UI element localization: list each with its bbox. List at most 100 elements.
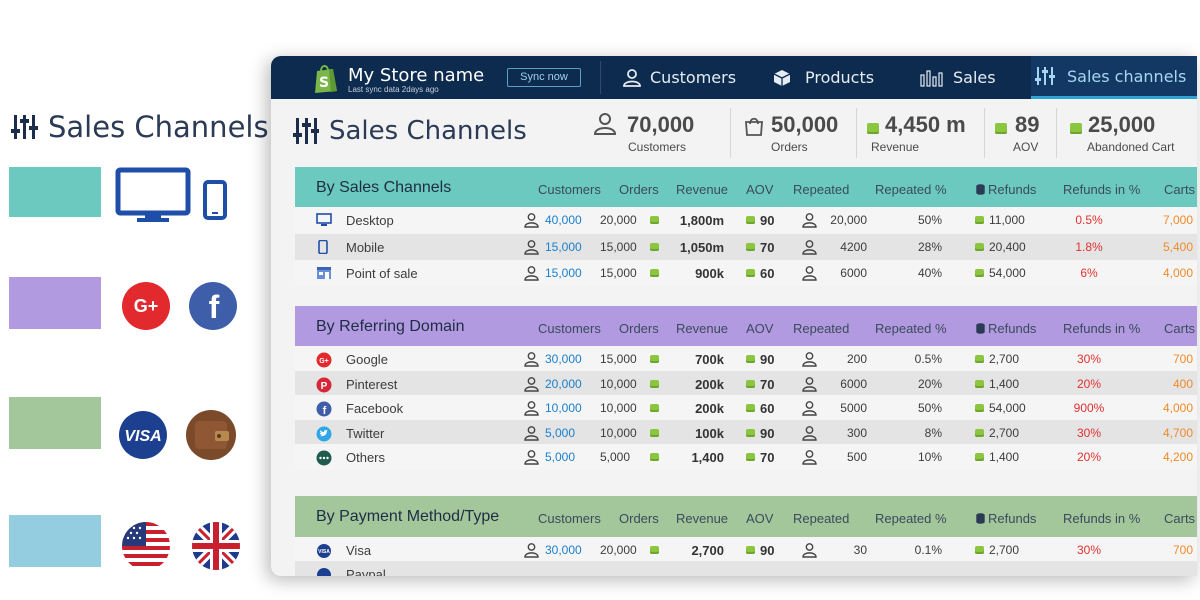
repeated-value: 200 <box>846 352 867 366</box>
customers-value: 10,000 <box>545 401 582 415</box>
column-header[interactable]: Refunds <box>976 182 1036 197</box>
column-header[interactable]: Customers <box>538 511 601 526</box>
cell-repeated: 6000 <box>802 260 867 286</box>
aov-value: 90 <box>760 425 775 441</box>
column-header[interactable]: AOV <box>746 511 773 526</box>
cell-aov: 60 <box>746 260 774 286</box>
column-header[interactable]: Revenue <box>676 511 728 526</box>
table-row[interactable]: f Facebook 10,000 10,000 200k 60 5000 50… <box>295 395 1197 421</box>
row-label: Mobile <box>346 239 385 255</box>
column-header[interactable]: Refunds in % <box>1063 511 1140 526</box>
column-header-label: AOV <box>746 321 774 336</box>
cell-repeated: 4200 <box>802 234 867 260</box>
column-header[interactable]: Customers <box>538 182 601 197</box>
legend-swatch-payment-method <box>9 397 101 449</box>
cell-carts: 700 <box>1172 352 1193 366</box>
column-header[interactable]: Repeated <box>793 321 849 336</box>
legend-swatch-country <box>9 515 101 567</box>
cell-carts <box>1153 561 1193 576</box>
column-header[interactable]: Customers <box>538 321 601 336</box>
coins-icon <box>746 404 755 412</box>
column-header[interactable]: Revenue <box>676 182 728 197</box>
cell-repeated: 200 <box>802 346 867 372</box>
nav-sales[interactable]: Sales <box>920 56 996 99</box>
table-row[interactable]: P Pinterest 20,000 10,000 200k 70 6000 2… <box>295 371 1197 397</box>
column-header[interactable]: Revenue <box>676 321 728 336</box>
column-header[interactable]: Refunds <box>976 511 1036 526</box>
cell-orders: 15,000 <box>600 266 637 280</box>
svg-text:P: P <box>321 381 328 392</box>
column-header-label: Refunds <box>988 511 1037 526</box>
kpi-aov-value: 89 <box>1015 112 1040 137</box>
column-header[interactable]: Repeated % <box>875 511 947 526</box>
column-header[interactable]: AOV <box>746 321 773 336</box>
user-icon <box>802 239 817 255</box>
column-header[interactable]: Refunds <box>976 321 1036 336</box>
store-icon <box>317 267 331 279</box>
nav-products[interactable]: Products <box>773 56 874 99</box>
customers-value: 20,000 <box>545 377 582 391</box>
column-header-label: Repeated % <box>875 321 947 336</box>
visa-icon: VISA <box>317 544 331 558</box>
cell-orders: 15,000 <box>600 352 637 366</box>
table-row[interactable]: VISA Visa 30,000 20,000 2,700 90 30 0.1%… <box>295 537 1197 563</box>
coins-icon <box>975 546 984 554</box>
cell-revenue: 700k <box>650 346 724 372</box>
column-header[interactable]: Repeated % <box>875 321 947 336</box>
table-row[interactable]: Mobile 15,000 15,000 1,050m 70 4200 28% … <box>295 234 1197 260</box>
aov-value: 60 <box>760 400 775 416</box>
svg-text:VISA: VISA <box>124 428 161 445</box>
row-label: Google <box>346 351 388 367</box>
table-row[interactable]: Paypal <box>295 561 1197 576</box>
table-row[interactable]: Point of sale 15,000 15,000 900k 60 6000… <box>295 260 1197 286</box>
cell-aov: 70 <box>746 444 774 470</box>
google-plus-icon: G+ <box>122 282 170 330</box>
column-header[interactable]: Orders <box>619 511 659 526</box>
column-header-label: Repeated <box>793 182 850 197</box>
column-header-label: AOV <box>746 182 774 197</box>
column-header[interactable]: Carts <box>1164 511 1195 526</box>
row-icon <box>316 239 330 255</box>
nav-sales-channels[interactable]: Sales channels <box>1031 56 1197 99</box>
column-header[interactable]: Carts <box>1164 321 1195 336</box>
cell-carts: 4,000 <box>1162 401 1193 415</box>
kpi-abandoned-cart: 25,000 Abandoned Cart <box>1068 110 1197 158</box>
coins-icon <box>975 429 984 437</box>
table-row[interactable]: Twitter 5,000 10,000 100k 90 300 8% 2,70… <box>295 420 1197 446</box>
table-row[interactable]: Desktop 40,000 20,000 1,800m 90 20,000 5… <box>295 207 1197 233</box>
column-header[interactable]: AOV <box>746 182 773 197</box>
cell-customers: 30,000 <box>524 346 582 372</box>
column-header[interactable]: Repeated <box>793 182 849 197</box>
cell-repeated-pct: 10% <box>917 450 942 464</box>
kpi-divider <box>856 108 857 158</box>
column-header[interactable]: Refunds in % <box>1063 321 1140 336</box>
coins-icon <box>650 404 659 412</box>
table-row[interactable]: Others 5,000 5,000 1,400 70 500 10% 1,40… <box>295 444 1197 470</box>
kpi-customers-label: Customers <box>628 140 687 154</box>
table-row[interactable]: G+ Google 30,000 15,000 700k 90 200 0.5%… <box>295 346 1197 372</box>
revenue-value: 1,050m <box>679 239 724 255</box>
column-header-label: Repeated % <box>875 511 947 526</box>
cell-repeated-pct: 40% <box>917 266 942 280</box>
cell-revenue: 1,800m <box>650 207 724 233</box>
aov-value: 70 <box>760 239 775 255</box>
column-header[interactable]: Repeated % <box>875 182 947 197</box>
section-header-1: By Referring Domain <box>295 306 1197 347</box>
section-header-2: By Payment Method/Type <box>295 496 1197 537</box>
user-icon <box>802 351 817 367</box>
column-header[interactable]: Orders <box>619 182 659 197</box>
column-header[interactable]: Carts <box>1164 182 1195 197</box>
revenue-value: 200k <box>695 400 724 416</box>
row-label: Paypal <box>346 566 386 577</box>
sync-now-button[interactable]: Sync now <box>507 68 581 87</box>
column-header[interactable]: Repeated <box>793 511 849 526</box>
cell-carts: 4,200 <box>1162 450 1193 464</box>
legend-swatch-sales-channels <box>9 167 101 217</box>
nav-sales-channels-label: Sales channels <box>1067 66 1187 86</box>
column-header-label: Refunds in % <box>1063 511 1141 526</box>
column-header[interactable]: Refunds in % <box>1063 182 1140 197</box>
column-header[interactable]: Orders <box>619 321 659 336</box>
nav-customers[interactable]: Customers <box>623 56 736 99</box>
coins-icon <box>650 380 659 388</box>
cell-carts: 5,400 <box>1162 240 1193 254</box>
